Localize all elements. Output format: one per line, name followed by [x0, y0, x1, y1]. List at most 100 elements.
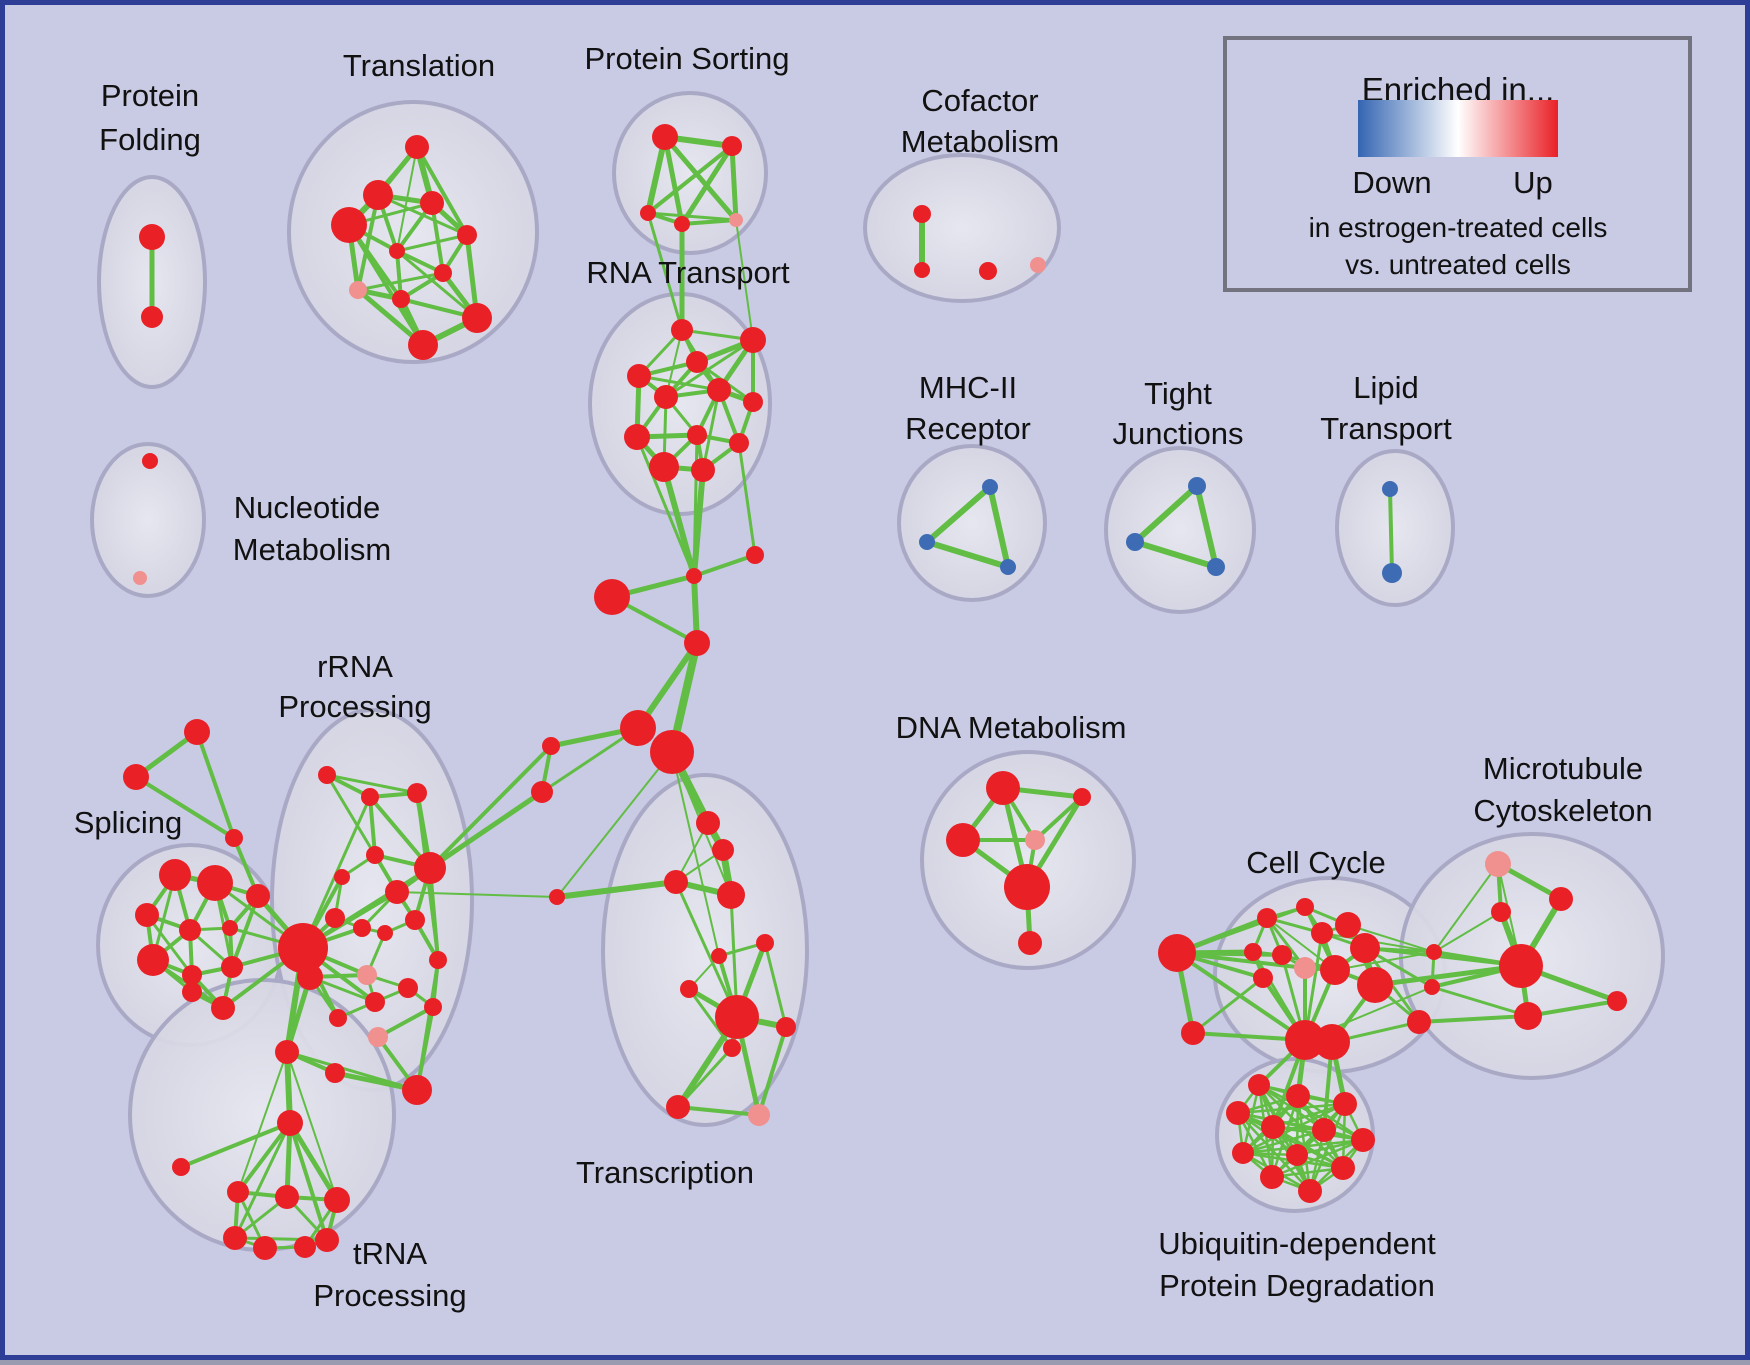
edge-trna: [288, 1121, 329, 1242]
node-translation: [392, 290, 410, 308]
node-backbone: [531, 781, 553, 803]
node-rna-transport: [691, 458, 715, 482]
edge-mhc-ii: [987, 484, 1011, 570]
legend-gradient-bar: [1358, 100, 1558, 157]
edge-rrna: [368, 795, 377, 857]
node-protein-folding: [141, 306, 163, 328]
edge-microtubule: [1526, 999, 1619, 1018]
edge-link: [692, 433, 699, 578]
edge-rna-transport: [637, 374, 721, 392]
cluster-label-trna: Processing: [313, 1278, 466, 1313]
node-rrna: [318, 766, 336, 784]
edge-trna: [287, 1120, 340, 1203]
node-cell-cycle: [1272, 945, 1292, 965]
node-rna-transport: [743, 392, 763, 412]
node-ubiquitin: [1261, 1115, 1285, 1139]
edge-protein-sorting: [729, 143, 739, 223]
node-splicing: [222, 920, 238, 936]
node-cell-cycle: [1314, 1024, 1350, 1060]
edge-mhc-ii: [924, 539, 1011, 570]
legend-box: [1223, 36, 1692, 292]
edge-ubiquitin: [1241, 1128, 1326, 1155]
node-rrna: [334, 869, 350, 885]
edge-link: [1417, 1014, 1530, 1024]
edge-rrna: [325, 773, 419, 795]
edge-link: [1372, 963, 1524, 988]
cluster-label-translation: Translation: [343, 48, 495, 83]
edge-backbone: [556, 751, 673, 898]
node-dna-metabolism: [1004, 864, 1050, 910]
edge-trna: [233, 1121, 292, 1240]
node-transcription: [666, 1095, 690, 1119]
node-microtubule: [1491, 902, 1511, 922]
node-ubiquitin: [1351, 1128, 1375, 1152]
node-trna: [223, 1226, 247, 1250]
edge-translation: [356, 193, 380, 292]
node-rrna: [429, 951, 447, 969]
node-microtubule: [1514, 1002, 1542, 1030]
node-cofactor: [1030, 257, 1046, 273]
node-mhc-ii: [982, 479, 998, 495]
node-backbone: [542, 737, 560, 755]
edge-protein-sorting: [680, 218, 738, 226]
cluster-label-lipid-transport: Lipid: [1353, 370, 1419, 405]
cluster-ellipse-trna: [128, 978, 396, 1252]
node-lipid-transport: [1382, 563, 1402, 583]
edge-rrna: [325, 773, 377, 857]
edge-ubiquitin: [1271, 1125, 1345, 1170]
node-microtubule: [1499, 944, 1543, 988]
cluster-label-microtubule: Microtubule: [1483, 751, 1643, 786]
node-dna-metabolism: [986, 771, 1020, 805]
node-ubiquitin: [1260, 1165, 1284, 1189]
edge-translation: [395, 233, 469, 253]
node-backbone: [620, 710, 656, 746]
cluster-ellipse-nucleotide: [90, 442, 206, 598]
node-backbone: [594, 579, 630, 615]
cluster-ellipse-dna-metabolism: [920, 750, 1136, 970]
node-protein-folding: [139, 224, 165, 250]
node-dna-metabolism: [1018, 931, 1042, 955]
node-backbone: [650, 730, 694, 774]
node-splicing: [221, 956, 243, 978]
node-rrna: [278, 923, 328, 973]
node-rna-transport: [627, 364, 651, 388]
cluster-ellipse-cofactor: [863, 153, 1061, 303]
node-tight-junctions: [1126, 533, 1144, 551]
node-cell-cycle: [1296, 898, 1314, 916]
cluster-ellipse-tight-junctions: [1104, 446, 1256, 614]
node-cell-cycle: [1350, 933, 1380, 963]
edge-protein-sorting: [646, 144, 734, 215]
node-translation: [408, 330, 438, 360]
node-trna: [315, 1228, 339, 1252]
edge-protein-sorting: [662, 134, 685, 227]
cluster-label-rna-transport: RNA Transport: [586, 255, 790, 290]
cluster-ellipse-lipid-transport: [1335, 449, 1455, 607]
cluster-label-mhc-ii: Receptor: [905, 411, 1031, 446]
node-splicing-triangle: [225, 829, 243, 847]
node-rrna: [325, 1063, 345, 1083]
cluster-label-nucleotide: Nucleotide: [234, 490, 380, 525]
node-transcription: [696, 811, 720, 835]
node-cofactor: [979, 262, 997, 280]
edge-transcription: [757, 1025, 788, 1117]
edge-rna-transport: [701, 388, 721, 472]
node-rrna: [402, 1075, 432, 1105]
node-rna-transport: [740, 327, 766, 353]
edge-tight-junctions: [1194, 483, 1219, 570]
node-backbone: [746, 546, 764, 564]
node-translation: [331, 207, 367, 243]
edge-link: [735, 219, 754, 341]
node-transcription: [715, 995, 759, 1039]
node-splicing-triangle: [123, 764, 149, 790]
node-cell-cycle: [1407, 1010, 1431, 1034]
edge-rrna: [301, 866, 432, 950]
cluster-label-rrna: Processing: [278, 689, 431, 724]
node-trna: [277, 1110, 303, 1136]
node-rrna: [357, 965, 377, 985]
node-rna-transport: [686, 351, 708, 373]
node-trna: [294, 1236, 316, 1258]
node-protein-sorting: [729, 213, 743, 227]
edge-transcription: [687, 987, 734, 1050]
node-rna-transport: [654, 385, 678, 409]
edge-trna: [236, 1121, 292, 1194]
